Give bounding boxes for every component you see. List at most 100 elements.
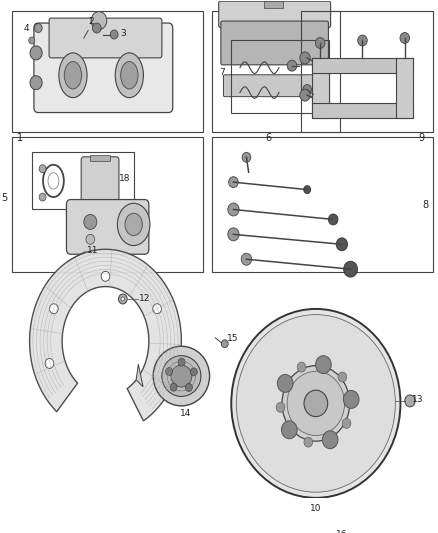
Text: 5: 5 bbox=[2, 193, 8, 203]
Text: 1: 1 bbox=[17, 133, 23, 143]
Ellipse shape bbox=[120, 62, 138, 89]
FancyBboxPatch shape bbox=[49, 18, 162, 58]
Ellipse shape bbox=[304, 390, 328, 417]
Circle shape bbox=[101, 271, 110, 281]
FancyBboxPatch shape bbox=[67, 199, 149, 254]
FancyBboxPatch shape bbox=[34, 23, 173, 112]
Circle shape bbox=[342, 418, 351, 429]
Circle shape bbox=[300, 89, 310, 101]
Ellipse shape bbox=[59, 53, 87, 98]
Circle shape bbox=[92, 23, 101, 33]
Circle shape bbox=[45, 359, 54, 368]
Circle shape bbox=[185, 383, 192, 391]
Circle shape bbox=[304, 437, 313, 447]
Circle shape bbox=[30, 46, 42, 60]
Bar bbox=[396, 58, 413, 117]
Circle shape bbox=[191, 368, 197, 376]
Circle shape bbox=[178, 358, 185, 366]
Bar bbox=[32, 152, 134, 209]
Ellipse shape bbox=[162, 356, 201, 397]
Ellipse shape bbox=[237, 314, 396, 492]
Circle shape bbox=[110, 30, 118, 39]
Circle shape bbox=[30, 76, 42, 90]
Circle shape bbox=[34, 23, 42, 33]
Circle shape bbox=[315, 37, 325, 49]
Text: 13: 13 bbox=[412, 395, 424, 404]
Text: 8: 8 bbox=[423, 199, 429, 209]
Text: 16: 16 bbox=[336, 530, 348, 533]
FancyBboxPatch shape bbox=[223, 75, 326, 96]
Circle shape bbox=[166, 368, 173, 376]
Circle shape bbox=[228, 228, 239, 241]
Text: 14: 14 bbox=[180, 409, 191, 418]
Circle shape bbox=[91, 12, 107, 29]
Text: 2: 2 bbox=[88, 17, 94, 26]
Ellipse shape bbox=[153, 346, 210, 406]
Circle shape bbox=[170, 383, 177, 391]
Circle shape bbox=[287, 60, 297, 71]
Bar bbox=[300, 11, 433, 132]
Text: 6: 6 bbox=[265, 133, 272, 143]
Ellipse shape bbox=[171, 365, 192, 387]
Circle shape bbox=[400, 33, 410, 44]
Bar bbox=[12, 11, 203, 132]
Circle shape bbox=[39, 193, 46, 201]
Circle shape bbox=[49, 304, 58, 314]
Circle shape bbox=[119, 294, 127, 304]
Circle shape bbox=[343, 391, 359, 408]
Circle shape bbox=[405, 395, 415, 407]
Polygon shape bbox=[136, 364, 143, 387]
Text: 7: 7 bbox=[219, 68, 225, 77]
Polygon shape bbox=[30, 249, 181, 421]
Bar bbox=[311, 103, 413, 117]
Ellipse shape bbox=[125, 213, 142, 236]
Text: 4: 4 bbox=[23, 23, 29, 33]
Circle shape bbox=[39, 165, 46, 173]
Circle shape bbox=[229, 176, 238, 188]
Circle shape bbox=[121, 297, 124, 301]
Ellipse shape bbox=[231, 309, 400, 498]
Polygon shape bbox=[334, 509, 350, 531]
Circle shape bbox=[84, 214, 97, 229]
Circle shape bbox=[336, 238, 347, 251]
Circle shape bbox=[338, 515, 346, 525]
Circle shape bbox=[276, 402, 285, 413]
Circle shape bbox=[344, 261, 357, 277]
Bar bbox=[12, 138, 203, 272]
Bar bbox=[90, 155, 110, 161]
Circle shape bbox=[304, 185, 311, 193]
Text: 11: 11 bbox=[87, 246, 99, 255]
Bar bbox=[212, 11, 340, 132]
Text: 15: 15 bbox=[227, 334, 238, 343]
Circle shape bbox=[29, 37, 35, 44]
Text: 10: 10 bbox=[310, 504, 321, 513]
Circle shape bbox=[303, 85, 311, 94]
Circle shape bbox=[228, 203, 239, 216]
Circle shape bbox=[322, 431, 338, 449]
Circle shape bbox=[316, 356, 331, 374]
Circle shape bbox=[338, 372, 347, 382]
Text: 12: 12 bbox=[139, 295, 151, 303]
Circle shape bbox=[221, 340, 228, 348]
Ellipse shape bbox=[287, 372, 345, 435]
FancyBboxPatch shape bbox=[219, 1, 331, 28]
FancyBboxPatch shape bbox=[81, 157, 119, 205]
Circle shape bbox=[328, 214, 338, 225]
Bar bbox=[264, 1, 283, 8]
Circle shape bbox=[242, 152, 251, 162]
Ellipse shape bbox=[117, 203, 150, 246]
Text: 3: 3 bbox=[120, 29, 127, 38]
Bar bbox=[311, 58, 413, 73]
Text: 18: 18 bbox=[119, 174, 130, 183]
Bar bbox=[231, 41, 329, 112]
Bar bbox=[212, 138, 433, 272]
Circle shape bbox=[300, 52, 310, 64]
Bar bbox=[311, 58, 329, 117]
Circle shape bbox=[153, 304, 162, 314]
Circle shape bbox=[282, 421, 297, 439]
FancyBboxPatch shape bbox=[221, 21, 328, 65]
Ellipse shape bbox=[115, 53, 143, 98]
Circle shape bbox=[241, 253, 252, 265]
Ellipse shape bbox=[64, 62, 81, 89]
Circle shape bbox=[297, 362, 306, 372]
